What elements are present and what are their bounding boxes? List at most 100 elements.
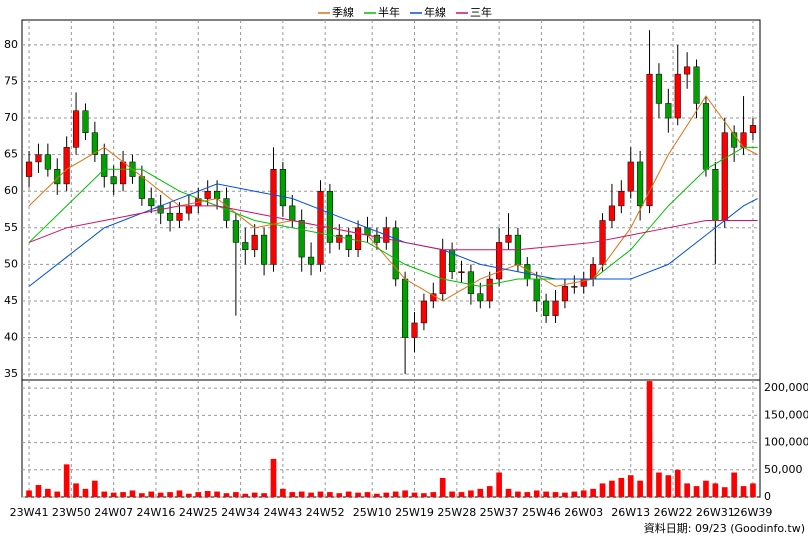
volume-bar [684, 483, 690, 497]
candle-body [91, 132, 98, 155]
y-tick-label: 40 [4, 331, 18, 344]
volume-bar [233, 492, 239, 497]
x-tick-label: 24W16 [137, 506, 176, 519]
volume-bar [402, 490, 408, 497]
candle-body [54, 169, 61, 185]
volume-bar [157, 492, 164, 497]
volume-bar [336, 493, 343, 497]
volume-bar [139, 493, 145, 497]
legend-label: 三年 [470, 5, 492, 19]
legend-label: 年線 [424, 5, 446, 19]
candle-body [373, 234, 380, 243]
moving-average-line [28, 205, 758, 251]
y-tick-label: 80 [4, 38, 18, 51]
x-tick-label: 26W22 [654, 506, 693, 519]
volume-bar [45, 488, 51, 497]
volume-bar [533, 490, 540, 497]
volume-bar [674, 469, 681, 497]
x-tick-label: 25W19 [395, 506, 434, 519]
candle-body [251, 234, 258, 251]
volume-bar [298, 491, 305, 497]
candle-body [63, 147, 70, 185]
volume-bar [35, 485, 42, 497]
volume-bar [693, 486, 700, 497]
candle-body [261, 234, 268, 265]
volume-bar [289, 492, 296, 497]
x-tick-label: 25W28 [437, 506, 476, 519]
y-tick-label: 65 [4, 148, 18, 161]
volume-bar [120, 492, 126, 497]
volume-bar [355, 492, 361, 497]
candle-body [411, 322, 418, 338]
x-tick-label: 23W41 [10, 506, 49, 519]
volume-bar [571, 491, 578, 497]
candle-body [289, 205, 296, 221]
candle-body [72, 110, 80, 148]
candle-body [467, 271, 474, 294]
volume-bar [383, 492, 390, 497]
volume-bar [637, 480, 643, 497]
volume-bar [646, 381, 653, 497]
volume-bar [374, 493, 380, 497]
candle-body [477, 293, 484, 302]
volume-bar [63, 464, 70, 497]
candle-body [496, 242, 503, 280]
volume-bar [186, 493, 192, 497]
volume-bar [148, 491, 155, 497]
volume-bar [73, 483, 79, 497]
volume-bar [486, 486, 493, 497]
y-tick-label: 60 [4, 184, 18, 197]
candle-body [101, 154, 108, 177]
volume-bar [364, 492, 371, 497]
candle-body [702, 103, 710, 170]
volume-bar [562, 492, 568, 497]
candle-body [317, 190, 324, 265]
volume-bar [515, 491, 521, 497]
candle-body [599, 220, 606, 265]
y2-tick-label: 100,000 [764, 436, 808, 449]
volume-bar [280, 488, 286, 497]
candle-body [420, 300, 427, 324]
candle-body [627, 161, 634, 192]
volume-bar [524, 492, 531, 497]
candle-body [298, 220, 305, 258]
candle-body [392, 227, 399, 280]
candle-body [646, 73, 653, 207]
candle-body [486, 278, 493, 302]
x-tick-label: 24W34 [221, 506, 260, 519]
volume-bar [750, 483, 756, 497]
volume-bar [129, 490, 136, 497]
candle-body [176, 212, 183, 221]
candle-body [25, 161, 33, 177]
volume-bar [627, 475, 634, 497]
x-tick-label: 26W13 [611, 506, 650, 519]
candle-body [326, 190, 333, 243]
footnote: 資料日期: 09/23 (Goodinfo.tw) [644, 521, 805, 535]
y-tick-label: 70 [4, 111, 18, 124]
volume-bar [270, 458, 277, 497]
moving-average-line [28, 146, 758, 287]
candle-body [684, 66, 691, 75]
volume-bar [505, 488, 512, 497]
y-tick-label: 45 [4, 294, 18, 307]
candle-body [185, 205, 192, 214]
volume-bar [317, 491, 324, 497]
candle-body [35, 154, 42, 163]
candle-body [571, 286, 578, 288]
moving-average-line [28, 95, 758, 302]
volume-bar [195, 492, 202, 497]
candle-body [731, 132, 738, 148]
x-tick-label: 26W31 [696, 506, 735, 519]
candle-body [308, 256, 315, 265]
candle-body [608, 205, 616, 221]
volume-bar [449, 491, 455, 497]
candle-body [336, 234, 343, 243]
volume-bar [618, 477, 625, 497]
volume-bar [590, 488, 596, 497]
volume-bar [665, 475, 672, 497]
candle-body [458, 271, 465, 273]
volume-bar [458, 492, 465, 497]
legend-label: 季線 [332, 5, 354, 19]
volume-bar [251, 492, 258, 497]
